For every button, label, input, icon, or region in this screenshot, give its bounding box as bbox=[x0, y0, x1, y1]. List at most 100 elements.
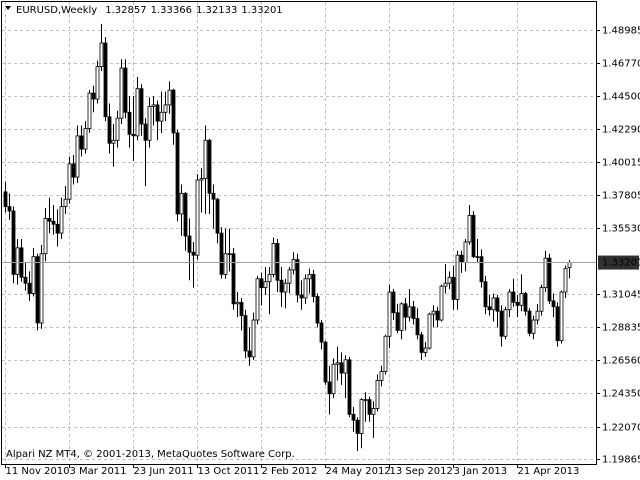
candle-body bbox=[551, 300, 556, 308]
price-label: 1.33201 bbox=[602, 258, 640, 269]
candle-body bbox=[283, 282, 288, 293]
candle-body bbox=[175, 132, 180, 215]
x-tick-label: 13 Oct 2011 bbox=[198, 466, 260, 477]
candle-body bbox=[123, 67, 128, 113]
candle-body bbox=[339, 362, 344, 374]
candle-body bbox=[351, 413, 356, 421]
candle-body bbox=[379, 371, 384, 381]
y-tick-label: 1.28835 bbox=[602, 323, 640, 334]
y-tick-label: 1.44500 bbox=[602, 92, 640, 103]
x-tick-label: 11 Nov 2010 bbox=[6, 466, 70, 477]
candle-body bbox=[331, 363, 336, 395]
candle-body bbox=[491, 297, 496, 311]
candle-body bbox=[55, 223, 60, 234]
candle-body bbox=[43, 217, 48, 255]
candle-body bbox=[267, 273, 272, 283]
candle-body bbox=[35, 256, 40, 324]
candle-body bbox=[415, 318, 420, 336]
candle-body bbox=[451, 276, 456, 300]
x-tick-label: 23 Jun 2011 bbox=[134, 466, 194, 477]
y-tick-label: 1.37805 bbox=[602, 191, 640, 202]
candle-body bbox=[375, 380, 380, 409]
candle-body bbox=[59, 206, 64, 234]
candle-body bbox=[347, 359, 352, 415]
candle-body bbox=[371, 408, 376, 415]
candle-body bbox=[327, 381, 332, 395]
candle-body bbox=[503, 309, 508, 337]
candle-body bbox=[27, 282, 32, 294]
x-tick-label: 3 Jan 2013 bbox=[454, 466, 508, 477]
candle-body bbox=[467, 215, 472, 243]
candle-body bbox=[303, 278, 308, 299]
candle-body bbox=[495, 297, 500, 312]
candle-body bbox=[263, 281, 268, 289]
candle-body bbox=[219, 232, 224, 275]
candle-body bbox=[435, 310, 440, 321]
x-tick-label: 24 May 2012 bbox=[326, 466, 391, 477]
candle-body bbox=[247, 350, 252, 358]
candle-body bbox=[103, 42, 108, 118]
candle-body bbox=[403, 303, 408, 318]
candle-body bbox=[87, 92, 92, 129]
candle-body bbox=[523, 293, 528, 312]
candle-body bbox=[195, 179, 200, 256]
candle-body bbox=[251, 319, 256, 358]
candle-body bbox=[99, 42, 104, 68]
candle-body bbox=[455, 254, 460, 300]
candle-body bbox=[431, 310, 436, 315]
y-tick-label: 1.24350 bbox=[602, 389, 640, 400]
candle-body bbox=[39, 253, 44, 324]
candle-body bbox=[319, 322, 324, 343]
candle-body bbox=[519, 293, 524, 306]
y-tick-label: 1.40015 bbox=[602, 158, 640, 169]
candle-body bbox=[363, 399, 368, 401]
candle-body bbox=[531, 319, 536, 334]
candle-body bbox=[423, 347, 428, 353]
candle-body bbox=[187, 235, 192, 253]
candle-body bbox=[355, 419, 360, 434]
candle-body bbox=[487, 306, 492, 311]
candle-body bbox=[79, 135, 84, 150]
candle-body bbox=[107, 116, 112, 144]
candle-body bbox=[83, 128, 88, 150]
menu-arrow[interactable] bbox=[5, 6, 11, 10]
candle-body bbox=[199, 178, 204, 181]
candle-body bbox=[183, 192, 188, 237]
candle-body bbox=[311, 273, 316, 297]
candle-body bbox=[3, 191, 8, 207]
candle-body bbox=[315, 296, 320, 324]
y-tick-label: 1.48985 bbox=[602, 26, 640, 37]
candle-body bbox=[179, 192, 184, 215]
candle-body bbox=[535, 310, 540, 321]
candle-body bbox=[227, 253, 232, 255]
candle-body bbox=[499, 310, 504, 337]
candle-body bbox=[119, 67, 124, 119]
candle-body bbox=[563, 268, 568, 293]
candle-body bbox=[555, 306, 560, 342]
candle-body bbox=[367, 399, 372, 415]
candle-body bbox=[463, 241, 468, 263]
candle-body bbox=[143, 123, 148, 141]
candle-body bbox=[567, 262, 572, 269]
candle-body bbox=[511, 291, 516, 303]
symbol: EURUSD,Weekly bbox=[16, 5, 97, 16]
candle-body bbox=[287, 269, 292, 284]
low: 1.32133 bbox=[196, 5, 237, 16]
candle-body bbox=[239, 301, 244, 317]
open: 1.32857 bbox=[105, 5, 146, 16]
candle-body bbox=[539, 287, 544, 312]
candle-body bbox=[155, 104, 160, 122]
candle-body bbox=[75, 135, 80, 178]
candle-body bbox=[207, 139, 212, 194]
candle-body bbox=[559, 291, 564, 342]
high: 1.33366 bbox=[151, 5, 192, 16]
candle-body bbox=[399, 303, 404, 331]
candle-body bbox=[31, 256, 36, 294]
candle-body bbox=[15, 247, 20, 275]
candle-body bbox=[411, 306, 416, 319]
candle-body bbox=[323, 341, 328, 383]
y-tick-label: 1.42290 bbox=[602, 125, 640, 136]
candle-body bbox=[47, 217, 52, 222]
candle-body bbox=[67, 163, 72, 200]
